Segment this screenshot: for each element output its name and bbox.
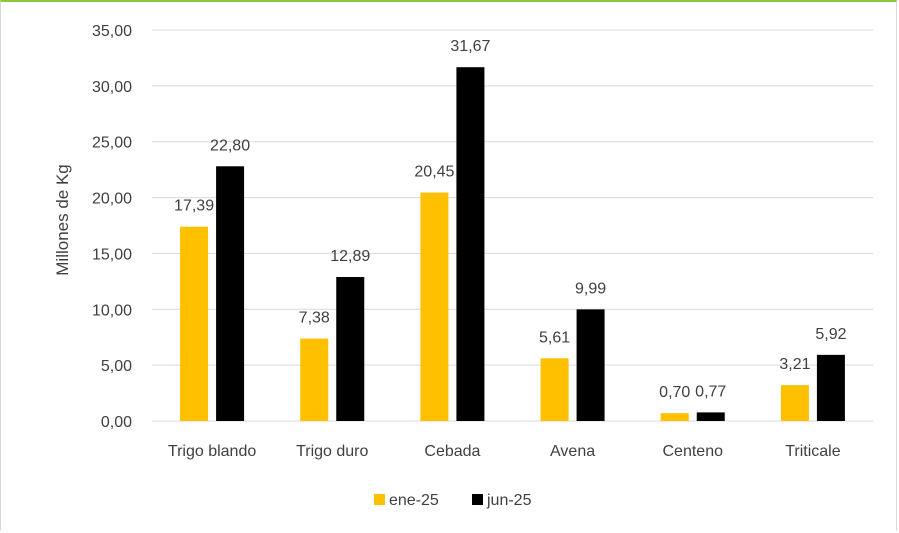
y-tick-label: 35,00: [92, 23, 132, 40]
y-axis-label: Millones de Kg: [53, 164, 72, 276]
data-label: 17,39: [174, 198, 214, 215]
x-axis-categories: Trigo blando Trigo duro Cebada Avena Centeno…: [168, 443, 841, 460]
x-category-label: Avena: [550, 443, 595, 460]
legend-label: ene-25: [389, 492, 439, 509]
bar-ene-25: [180, 226, 209, 421]
bar-ene-25: [300, 338, 329, 421]
data-label: 20,45: [414, 164, 454, 181]
bar-ene-25: [420, 192, 449, 421]
x-category-label: Trigo duro: [296, 443, 368, 460]
data-label: 12,89: [330, 248, 370, 265]
y-tick-label: 15,00: [92, 246, 132, 263]
y-axis-ticks: 0,00 5,00 10,00 15,00 20,00 25,00 30,00 35,00: [92, 23, 132, 431]
y-tick-label: 25,00: [92, 135, 132, 152]
legend-label: jun-25: [486, 492, 532, 509]
x-category-label: Trigo blando: [168, 443, 256, 460]
y-tick-label: 10,00: [92, 302, 132, 319]
bar-jun-25: [336, 277, 365, 421]
y-tick-label: 20,00: [92, 191, 132, 208]
data-label: 5,92: [815, 326, 846, 343]
legend-swatch: [472, 494, 483, 505]
bars: [180, 67, 845, 421]
gridlines: [152, 29, 873, 422]
y-tick-label: 30,00: [92, 79, 132, 96]
data-label: 22,80: [210, 137, 250, 154]
data-label: 7,38: [299, 310, 330, 327]
y-tick-label: 0,00: [101, 414, 132, 431]
data-label: 9,99: [575, 280, 606, 297]
bar-ene-25: [660, 413, 689, 421]
data-label: 3,21: [779, 356, 810, 373]
bar-jun-25: [216, 166, 245, 421]
data-labels: 17,39 22,80 7,38 12,89 20,45 31,67 5,61 9,99 0,7…: [174, 38, 847, 401]
bar-jun-25: [816, 354, 845, 421]
data-label: 0,77: [695, 383, 726, 400]
bar-ene-25: [780, 385, 809, 421]
data-label: 5,61: [539, 329, 570, 346]
bar-jun-25: [456, 67, 485, 421]
x-category-label: Triticale: [785, 443, 841, 460]
legend: ene-25 jun-25: [374, 492, 532, 509]
legend-swatch: [374, 494, 385, 505]
bar-jun-25: [576, 309, 605, 421]
data-label: 31,67: [450, 38, 490, 55]
x-category-label: Centeno: [663, 443, 724, 460]
x-category-label: Cebada: [424, 443, 480, 460]
bar-ene-25: [540, 358, 569, 421]
y-tick-label: 5,00: [101, 358, 132, 375]
bar-jun-25: [696, 412, 725, 421]
data-label: 0,70: [659, 384, 690, 401]
